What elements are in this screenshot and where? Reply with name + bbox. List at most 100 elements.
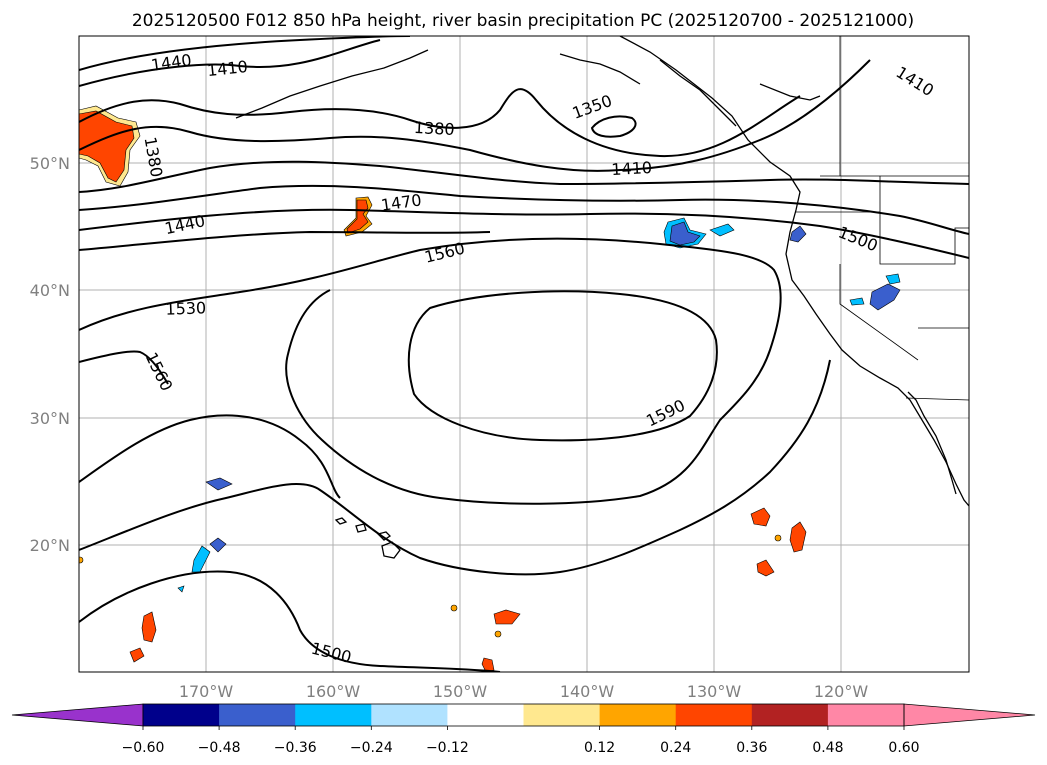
colorbar-swatch	[751, 704, 829, 726]
contour-label: 1410	[611, 158, 653, 179]
contour-1410-west	[79, 39, 381, 87]
colorbar-swatch	[143, 704, 220, 726]
idaho-nevada-borders	[879, 176, 969, 265]
contour-1440-north	[79, 36, 411, 71]
lon-label-120w: 120°W	[814, 682, 869, 701]
colorbar-ticks: −0.60 −0.48 −0.36 −0.24 −0.12 0.12 0.24 …	[122, 726, 920, 756]
contour-label: 1380	[413, 118, 455, 139]
west-coast-coastline	[619, 36, 969, 507]
contour-1560	[79, 237, 782, 505]
contour-label: 1530	[165, 298, 206, 318]
precip-negative-shading	[177, 217, 901, 593]
colorbar-swatches	[11, 703, 1036, 727]
colorbar-tick-label: 0.60	[888, 740, 919, 756]
colorbar-tick-label: 0.36	[736, 740, 767, 756]
precip-cell-se2	[789, 521, 807, 553]
contour-label: 1410	[206, 57, 248, 80]
lat-label-50n: 50°N	[30, 154, 70, 173]
precip-cell-s3	[450, 604, 458, 612]
contour-1530-south	[79, 414, 341, 499]
precip-cell-ne2	[709, 223, 735, 237]
precip-cell-se1	[750, 507, 771, 527]
precip-positive-shading	[79, 105, 807, 672]
height-contours	[79, 36, 969, 672]
political-borders	[796, 36, 969, 401]
precip-cell-w	[79, 556, 84, 564]
colorbar-extend-low	[11, 703, 144, 727]
lon-label-140w: 140°W	[560, 682, 615, 701]
colorbar-swatch	[827, 704, 905, 726]
precip-cell-sierra	[869, 283, 901, 311]
graticule	[79, 36, 969, 672]
contour-1500-loop	[79, 359, 831, 576]
lon-label-130w: 130°W	[687, 682, 742, 701]
colorbar-swatch	[523, 704, 601, 726]
alaska-coast-segment	[559, 53, 641, 85]
hawaii-island-2	[355, 523, 367, 533]
precip-cell-sw6	[177, 585, 185, 593]
precip-cell-s1	[493, 609, 521, 625]
colorbar-tick-label: 0.24	[660, 740, 691, 756]
contour-1350	[590, 115, 637, 138]
colorbar-extend-high	[903, 703, 1036, 727]
figure-title: 2025120500 F012 850 hPa height, river ba…	[132, 11, 914, 31]
precip-cell-sw4	[209, 537, 227, 553]
hawaii-island-3	[376, 531, 392, 541]
precip-cell-nw	[79, 110, 135, 183]
colorbar-tick-label: −0.36	[274, 740, 317, 756]
colorbar-swatch	[599, 704, 677, 726]
alaska-panhandle	[659, 59, 737, 127]
precip-cell-s4	[494, 630, 502, 638]
precip-cell-sw1	[141, 611, 157, 643]
contour-1380	[79, 88, 801, 158]
precip-cell-sw2	[129, 647, 145, 663]
precip-cell-se3	[756, 559, 775, 577]
contour-1500	[79, 208, 969, 259]
latitude-labels: 50°N 40°N 30°N 20°N	[30, 154, 70, 555]
colorbar-tick-label: −0.60	[122, 740, 165, 756]
contour-1590	[407, 290, 718, 442]
precip-cell-ne	[669, 221, 701, 246]
contour-1530-north	[79, 230, 491, 251]
precip-cell-mid	[346, 199, 369, 234]
precip-cell-coast	[789, 225, 807, 243]
colorbar-swatch	[371, 704, 448, 726]
lon-label-160w: 160°W	[306, 682, 361, 701]
colorbar-swatch	[295, 704, 372, 726]
contour-1410	[79, 59, 871, 172]
map-panel: 1440 1410 1380 1350 1410 1410 1380 1470 …	[30, 35, 970, 701]
contour-1500-south	[79, 570, 501, 672]
colorbar-tick-label: −0.24	[350, 740, 393, 756]
lat-label-20n: 20°N	[30, 536, 70, 555]
bc-coast-islands	[759, 83, 821, 101]
lon-label-170w: 170°W	[179, 682, 234, 701]
lat-label-40n: 40°N	[30, 281, 70, 300]
colorbar-swatch	[447, 704, 524, 726]
map-frame	[78, 35, 970, 673]
map-background	[79, 36, 969, 672]
us-mexico-border	[905, 397, 969, 401]
hawaii-island-1	[334, 517, 348, 525]
precip-cell-sw5	[191, 545, 211, 573]
precip-cell-se4	[774, 534, 782, 542]
lon-label-150w: 150°W	[433, 682, 488, 701]
colorbar-frame	[142, 703, 905, 727]
colorbar-swatch	[675, 704, 753, 726]
aleutian-islands	[235, 49, 429, 119]
colorbar-swatch	[219, 704, 296, 726]
coastlines	[235, 36, 969, 559]
contour-1470	[79, 184, 969, 235]
nevada-california-border	[839, 264, 919, 361]
precip-cell-sw3	[205, 477, 233, 491]
baja-coastline	[907, 391, 957, 495]
colorbar-tick-label: 0.12	[584, 740, 615, 756]
contour-1440	[79, 160, 969, 193]
colorbar-tick-label: −0.48	[198, 740, 241, 756]
precip-cell-sierra3	[849, 297, 865, 306]
colorbar-tick-label: 0.48	[812, 740, 843, 756]
contour-1560-west	[79, 350, 169, 385]
longitude-labels: 170°W 160°W 150°W 140°W 130°W 120°W	[179, 682, 869, 701]
lat-label-30n: 30°N	[30, 409, 70, 428]
colorbar: −0.60 −0.48 −0.36 −0.24 −0.12 0.12 0.24 …	[11, 703, 1036, 756]
